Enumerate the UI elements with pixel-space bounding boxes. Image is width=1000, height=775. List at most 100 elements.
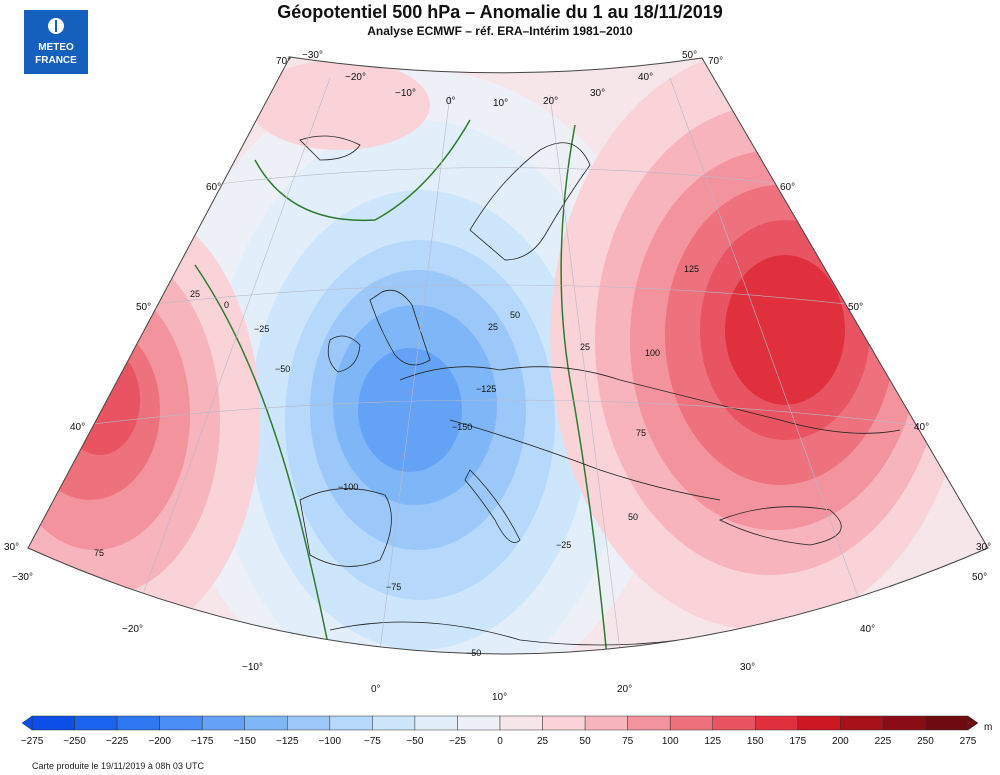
contour-label: −25 [556,540,571,550]
color-scale-tick-label: 50 [580,736,592,747]
color-scale-tick-label: 100 [662,736,679,747]
contour-labels: 25 0 −25 −50 −100 −125 −150 −75 −50 −25 … [94,264,699,658]
lon-label-top: −20° [345,72,366,83]
anomaly-band-pos150 [725,255,845,405]
color-scale-swatch [840,715,884,731]
zero-contour-north [254,119,471,222]
color-scale-swatch [287,715,331,731]
contour-label: 50 [510,310,520,320]
lat-label-left: 60° [206,182,221,193]
lon-label-bottom: 20° [617,684,632,695]
contour-label: −50 [275,364,290,374]
lat-label-right: 70° [708,56,723,67]
color-scale-tick-label: −25 [449,736,466,747]
color-scale-swatch [499,715,543,731]
color-scale-tick-label: −275 [21,736,44,747]
map-subtitle: Analyse ECMWF – réf. ERA–Intérim 1981–20… [367,24,633,38]
contour-label: 125 [684,264,699,274]
map-title: Géopotentiel 500 hPa – Anomalie du 1 au … [277,2,723,22]
color-scale-swatch [329,715,373,731]
anomaly-map: −30° −20° −10° 0° 10° 20° 30° 40° 50° 70… [4,50,991,700]
lon-label-bottom: −20° [122,624,143,635]
iceland-outline [299,135,361,161]
color-scale-swatch [74,715,118,731]
lat-label-left: 50° [136,302,151,313]
color-scale-swatch [755,715,799,731]
color-scale-tick-label: −175 [191,736,214,747]
scandinavia-outline [469,142,591,261]
contour-label: 75 [94,548,104,558]
lon-label-top: −10° [395,88,416,99]
color-scale-swatch [414,715,458,731]
color-scale-tick-label: −75 [364,736,381,747]
graticule [84,77,916,654]
contour-label: −100 [338,482,358,492]
color-scale-tick-label: −250 [63,736,86,747]
color-scale-tick-label: −100 [319,736,342,747]
lon-label-bottom: 40° [860,624,875,635]
color-scale-tick-label: 0 [497,736,503,747]
color-scale-swatch [116,715,160,731]
color-scale-swatch [201,715,245,731]
lon-label-bottom: −10° [242,662,263,673]
color-scale-tick-label: 125 [704,736,721,747]
northwest-band-pos25 [250,60,430,150]
color-scale-swatch [712,715,756,731]
color-scale-tick-label: −200 [148,736,171,747]
color-scale-unit: m [984,722,992,733]
color-scale-swatch [925,715,969,731]
color-scale-tick-label: −50 [406,736,423,747]
coastlines [299,135,901,646]
lon-label-bottom: 0° [371,684,381,695]
logo-line2: FRANCE [35,55,77,66]
contour-label: −125 [476,384,496,394]
great-britain-outline [369,289,431,366]
iberia-outline [299,488,392,567]
color-scale-tick-label: 200 [832,736,849,747]
contour-label: 100 [645,348,660,358]
contour-label: −25 [254,324,269,334]
lon-label-bottom: 10° [492,692,507,700]
lon-label-top: 10° [493,98,508,109]
color-scale-min-arrow [21,715,33,731]
lon-label-top: 40° [638,72,653,83]
map-frame [27,56,989,655]
lon-label-top: −30° [302,50,323,61]
lat-label-right: 30° [976,542,991,553]
color-scale-swatch [457,715,501,731]
lon-label-bottom: 30° [740,662,755,673]
lon-label-top: 20° [543,96,558,107]
color-scale-tick-label: 150 [747,736,764,747]
color-scale-swatch [244,715,288,731]
lat-label-right: 50° [848,302,863,313]
contour-label: −50 [466,648,481,658]
atlantic-band-pos75 [28,280,190,550]
coordinate-labels: −30° −20° −10° 0° 10° 20° 30° 40° 50° 70… [4,50,991,700]
lat-label-right: 40° [914,422,929,433]
color-scale-max-arrow [967,715,979,731]
color-scale-tick-label: 275 [960,736,977,747]
alps-balkans-border [449,419,721,501]
color-scale-tick-label: −150 [233,736,256,747]
contour-label: 0 [224,300,229,310]
color-scale-swatch [584,715,628,731]
contour-label: −150 [452,422,472,432]
contour-label: 50 [628,512,638,522]
color-scale-swatch [882,715,926,731]
contour-label: −75 [386,582,401,592]
north-africa-coast [329,621,681,646]
contour-label: 25 [190,289,200,299]
color-scale-tick-label: −225 [106,736,129,747]
lat-label-left: 40° [70,422,85,433]
color-scale-tick-label: 75 [622,736,634,747]
color-scale: −275 −250 −225 −200 −175 −150 −125 −100 −75 −50 −2… [21,715,992,747]
logo-line1: METEO [38,42,74,53]
color-scale-ticks: −275 −250 −225 −200 −175 −150 −125 −100 −75 −50 −2… [21,736,977,747]
contour-label: 75 [636,428,646,438]
lon-label-bottom: 50° [972,572,987,583]
lon-label-top: 50° [682,50,697,61]
color-scale-tick-label: 175 [789,736,806,747]
color-scale-swatch [542,715,586,731]
black-sea-outline [719,506,842,546]
color-scale-tick-label: 250 [917,736,934,747]
